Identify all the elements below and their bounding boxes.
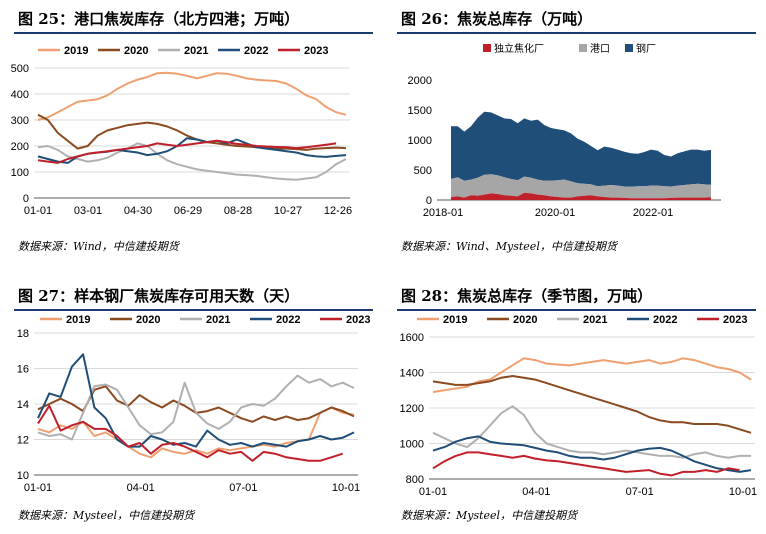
x-tick-label: 2020-01 [535, 207, 575, 219]
y-tick-label: 800 [406, 474, 424, 486]
y-tick-label: 200 [11, 141, 29, 153]
y-tick-label: 1500 [408, 105, 432, 117]
chart-port-coke-inventory: 0 100 200 300 400 500 01-01 03-01 04-30 06-29 08-2… [11, 45, 352, 217]
title-rule [397, 32, 756, 34]
line-series-2021 [37, 142, 347, 181]
x-tick-label: 07-01 [626, 486, 654, 498]
line-series-2020 [432, 375, 752, 434]
chart-total-coke-seasonal: 800 1000 1200 1400 1600 01-01 04-01 07-01 10-01 2… [400, 314, 758, 498]
area-series-独立焦化厂 [451, 192, 711, 200]
x-tick-label: 12-26 [324, 205, 352, 217]
y-tick-label: 10 [17, 470, 29, 482]
y-tick-label: 2000 [408, 75, 432, 87]
line-series-2022 [37, 137, 347, 164]
y-tick-label: 0 [23, 193, 29, 205]
line-series-2023 [432, 451, 740, 477]
area-series-港口 [451, 174, 711, 199]
legend-label: 2023 [304, 45, 328, 57]
legend-label: 2019 [443, 314, 467, 326]
y-tick-label: 1600 [400, 332, 424, 344]
title-rule [14, 309, 373, 311]
chart-title: 图 26：焦炭总库存（万吨） [401, 10, 593, 28]
x-tick-label: 10-01 [332, 482, 360, 494]
chart-source: 数据来源：Mysteel，中信建投期货 [401, 509, 578, 522]
legend-label: 2022 [653, 314, 677, 326]
chart-source: 数据来源：Wind、Mysteel，中信建投期货 [401, 240, 617, 253]
x-tick-label: 10-27 [274, 205, 302, 217]
x-tick-label: 03-01 [74, 205, 102, 217]
line-series-2023 [37, 139, 337, 164]
x-tick-label: 10-01 [729, 486, 757, 498]
legend-label: 2022 [244, 45, 268, 57]
line-series-2020 [37, 113, 347, 151]
x-tick-label: 2018-01 [423, 207, 463, 219]
x-tick-label: 2022-01 [633, 207, 673, 219]
legend-label: 2023 [346, 314, 370, 326]
line-series-2022 [432, 435, 752, 473]
line-series-2021 [37, 374, 355, 441]
x-tick-label: 04-01 [127, 482, 155, 494]
chart-title: 图 27：样本钢厂焦炭库存可用天数（天） [18, 287, 300, 305]
legend-label: 2019 [66, 314, 90, 326]
panel-port-coke-inventory: 图 25：港口焦炭库存（北方四港；万吨） 0 100 200 300 400 500 01-… [0, 0, 383, 267]
panel-total-coke-inventory: 图 26：焦炭总库存（万吨） 0 500 1000 1500 2000 2018-01 20… [383, 0, 766, 267]
area-series-钢厂 [451, 111, 711, 187]
y-tick-label: 0 [426, 195, 432, 207]
legend-label: 2022 [276, 314, 300, 326]
x-tick-label: 01-01 [24, 482, 52, 494]
title-rule [14, 32, 373, 34]
chart-title: 图 25：港口焦炭库存（北方四港；万吨） [18, 10, 300, 28]
legend-label: 独立焦化厂 [494, 42, 544, 55]
legend-label: 2020 [136, 314, 160, 326]
chart-title: 图 28：焦炭总库存（季节图，万吨） [401, 287, 653, 305]
y-tick-label: 1000 [400, 439, 424, 451]
legend-label: 2019 [64, 45, 88, 57]
line-series-2019 [37, 71, 347, 121]
y-tick-label: 500 [414, 165, 432, 177]
y-tick-label: 1000 [408, 135, 432, 147]
x-tick-label: 01-01 [24, 205, 52, 217]
x-tick-label: 04-30 [124, 205, 152, 217]
y-tick-label: 500 [11, 63, 29, 75]
legend-swatch [625, 44, 633, 52]
legend-label: 2020 [513, 314, 537, 326]
y-tick-label: 14 [17, 399, 29, 411]
x-tick-label: 08-28 [224, 205, 252, 217]
legend-label: 2023 [723, 314, 747, 326]
y-tick-label: 400 [11, 89, 29, 101]
x-tick-label: 04-01 [522, 486, 550, 498]
panel-steel-mill-coke-days: 图 27：样本钢厂焦炭库存可用天数（天） 10 12 14 16 18 01-01 04-0… [0, 267, 383, 534]
line-series-2021 [432, 405, 751, 459]
legend-swatch [483, 44, 491, 52]
y-tick-label: 1200 [400, 403, 424, 415]
y-tick-label: 300 [11, 115, 29, 127]
chart-source: 数据来源：Mysteel，中信建投期货 [18, 509, 195, 522]
legend-label: 2021 [206, 314, 230, 326]
line-series-2023 [37, 404, 344, 462]
legend-label: 2021 [583, 314, 607, 326]
chart-steel-mill-coke-days: 10 12 14 16 18 01-01 04-01 07-01 10-01 2019 2020 20… [17, 314, 371, 494]
title-rule [397, 309, 756, 311]
y-tick-label: 1400 [400, 368, 424, 380]
chart-total-coke-inventory: 0 500 1000 1500 2000 2018-01 2020-01 2022-01 独立焦… [393, 42, 729, 224]
line-series-2022 [37, 353, 355, 448]
legend-label: 2020 [124, 45, 148, 57]
legend-label: 钢厂 [636, 42, 656, 55]
x-tick-label: 01-01 [419, 486, 447, 498]
line-series-2019 [432, 357, 752, 393]
y-tick-label: 16 [17, 364, 29, 376]
legend-swatch [579, 44, 587, 52]
legend-label: 港口 [590, 43, 610, 55]
x-tick-label: 06-29 [174, 205, 202, 217]
x-tick-label: 07-01 [229, 482, 257, 494]
y-tick-label: 100 [11, 167, 29, 179]
line-series-2019 [37, 406, 355, 459]
chart-source: 数据来源：Wind，中信建投期货 [18, 240, 179, 253]
y-tick-label: 12 [17, 435, 29, 447]
panel-total-coke-seasonal: 图 28：焦炭总库存（季节图，万吨） 800 1000 1200 1400 1600 01… [383, 267, 766, 534]
y-tick-label: 18 [17, 328, 29, 340]
legend-label: 2021 [184, 45, 208, 57]
